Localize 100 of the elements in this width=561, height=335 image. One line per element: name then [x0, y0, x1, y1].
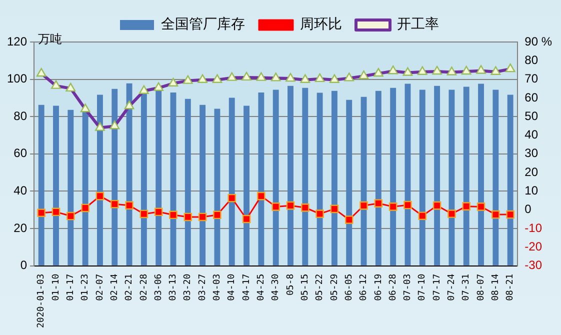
y2-tick-label: 20: [524, 164, 538, 179]
bar: [156, 89, 162, 266]
bar: [244, 106, 250, 266]
bar: [53, 106, 59, 266]
x-tick-label: 03-27: [198, 274, 208, 301]
point: [388, 202, 398, 211]
point: [242, 214, 251, 224]
y-axis-title: 万吨: [38, 32, 62, 46]
x-tick-label: 04-30: [271, 274, 282, 301]
x-tick-label: 04-17: [242, 274, 252, 301]
x-tick-label: 07-31: [462, 274, 472, 301]
bar: [375, 90, 382, 266]
bar: [82, 110, 88, 266]
y2-tick-label: 30: [524, 146, 538, 160]
y2-tick-label: 10: [524, 184, 538, 198]
legend-label: 开工率: [397, 16, 439, 33]
y2-tick-label: 80: [524, 52, 538, 67]
x-tick-label: 06-28: [388, 274, 398, 301]
y2-tick-label: -10: [524, 220, 542, 235]
point: [301, 203, 310, 212]
point: [140, 210, 148, 218]
point: [169, 210, 178, 220]
y-tick-label: 80: [14, 108, 28, 123]
x-tick-label: 04-03: [212, 274, 223, 301]
x-tick-label: 08-07: [476, 274, 486, 301]
y-tick-label: 0: [20, 258, 28, 272]
x-tick-label: 02-07: [95, 274, 106, 301]
y2-tick-label: 40: [524, 128, 538, 142]
y-tick-label: 40: [14, 184, 28, 198]
bar: [463, 86, 470, 266]
y2-tick-label: 90 %: [524, 34, 552, 48]
x-tick-label: 06-12: [359, 274, 370, 301]
point: [330, 204, 339, 214]
bar: [112, 88, 118, 266]
point: [184, 212, 192, 222]
point: [432, 201, 442, 210]
point: [462, 202, 470, 210]
point: [213, 210, 222, 220]
x-tick-label: 01-10: [51, 274, 62, 301]
bar: [346, 100, 352, 266]
point: [344, 216, 354, 224]
y-tick-label: 20: [14, 220, 28, 235]
point: [110, 200, 119, 208]
bar: [288, 86, 294, 266]
x-tick-label: 03-06: [154, 274, 164, 301]
x-tick-label: 02-14: [110, 274, 120, 301]
point: [228, 194, 236, 202]
point: [96, 192, 104, 200]
y2-tick-label: -20: [524, 239, 542, 254]
point: [492, 210, 500, 219]
bar: [302, 88, 308, 266]
x-tick-label: 2020-01-03: [36, 274, 47, 328]
x-tick-label: 05-15: [300, 274, 310, 301]
y2-tick-label: -30: [524, 258, 542, 272]
point: [316, 210, 324, 218]
x-tick-label: 06-19: [374, 274, 384, 301]
point: [374, 199, 383, 208]
x-tick-label: 07-10: [418, 274, 428, 301]
point: [37, 208, 46, 217]
point: [360, 201, 368, 210]
x-tick-label: 07-17: [432, 274, 442, 301]
x-tick-label: 08-14: [491, 274, 502, 301]
bar: [448, 90, 455, 266]
bar: [272, 90, 279, 266]
point: [448, 210, 456, 218]
point: [506, 210, 514, 219]
x-tick-label: 02-21: [124, 274, 135, 301]
point: [418, 212, 427, 220]
legend-label: 周环比: [300, 16, 342, 33]
point: [66, 212, 75, 220]
bar: [214, 108, 220, 266]
x-tick-label: 01-23: [80, 274, 91, 301]
x-tick-label: 05-29: [330, 274, 340, 301]
y-tick-label: 100: [6, 72, 28, 86]
point: [81, 204, 90, 212]
x-tick-label: 04-10: [227, 274, 238, 301]
x-tick-label: 01-17: [66, 274, 76, 301]
bar: [316, 92, 323, 266]
bar: [419, 90, 426, 266]
x-tick-label: 05-22: [315, 274, 326, 301]
point: [286, 201, 295, 210]
bar: [331, 90, 338, 266]
x-tick-label: 06-05: [344, 274, 354, 301]
point: [257, 192, 266, 200]
point: [52, 208, 60, 216]
x-tick-label: 07-24: [447, 274, 458, 301]
y-tick-label: 60: [14, 146, 28, 160]
point: [404, 200, 412, 210]
y2-tick-label: 50: [524, 108, 538, 123]
point: [154, 208, 163, 216]
x-tick-label: 08-21: [506, 274, 516, 301]
bar: [478, 84, 484, 266]
point: [476, 202, 486, 211]
bar: [390, 88, 396, 266]
x-tick-label: 02-28: [139, 274, 150, 301]
bar: [228, 98, 235, 266]
point: [125, 201, 134, 210]
bar: [507, 94, 514, 266]
y2-tick-label: 0: [524, 202, 532, 216]
point: [272, 202, 280, 211]
